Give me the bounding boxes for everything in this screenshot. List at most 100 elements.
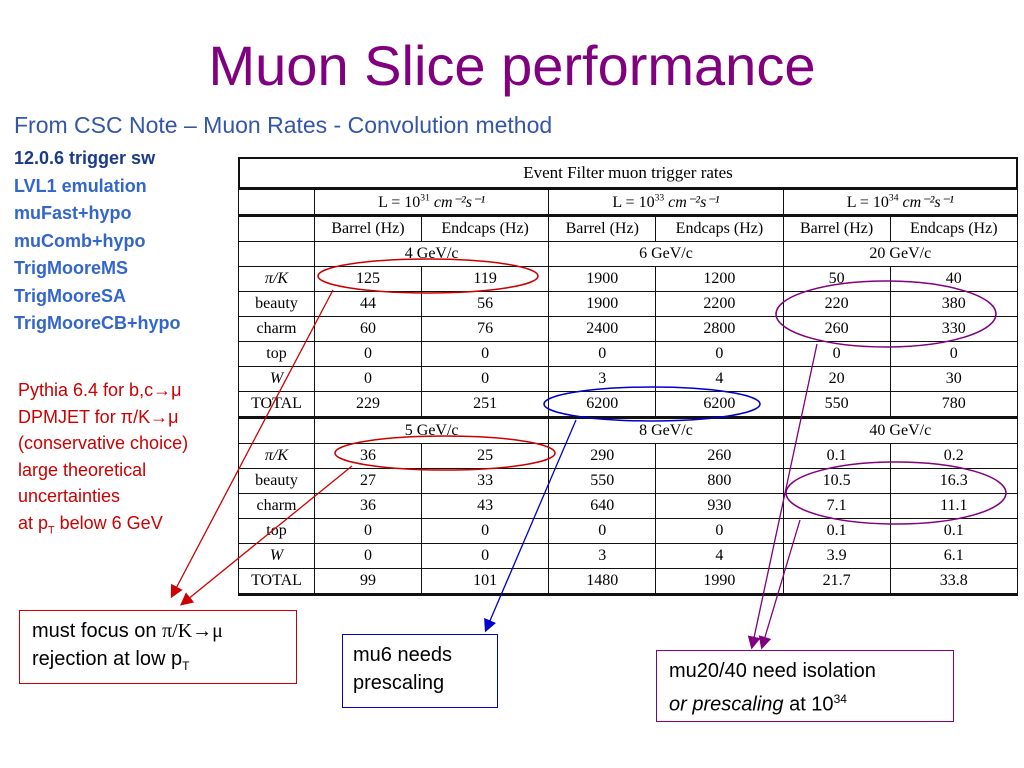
corner-cell [238,241,315,267]
subheader-cell: Endcaps (Hz) [420,215,550,242]
rate-cell: 21.7 [782,568,891,596]
sw-line: muFast+hypo [14,203,132,223]
rate-cell: 33 [420,468,550,494]
rate-cell: 380 [889,291,1019,317]
rate-cell: 1990 [655,568,784,596]
pythia-line: large theoretical [18,459,147,480]
pythia-line: (conservative choice) [18,433,189,453]
rate-cell: 780 [889,391,1019,419]
table-caption: Event Filter muon trigger rates [238,157,1018,189]
rate-cell: 3.9 [782,543,891,569]
pythia-note: Pythia 6.4 for b,c→μ DPMJET for π/K→μ (c… [18,377,188,544]
pi-k-mu-symbol: π/K→μ [162,620,223,642]
row-label: charm [238,493,315,519]
rate-cell: 2800 [655,316,784,342]
lumi-header: L = 1034 cm⁻²s⁻¹ [782,189,1019,217]
rate-cell: 50 [782,266,891,292]
rate-cell: 0.1 [782,443,891,469]
rate-cell: 7.1 [782,493,891,519]
table-row: TOTAL 99 101 1480 1990 21.7 33.8 [238,568,1019,596]
rate-cell: 0.1 [889,518,1019,544]
rate-cell: 290 [548,443,657,469]
rate-cell: 0 [314,341,422,367]
lumi-header-row: L = 1031 cm⁻²s⁻¹ L = 1033 cm⁻²s⁻¹ L = 10… [238,189,1019,217]
rate-cell: 0 [314,543,422,569]
subheader-cell: Endcaps (Hz) [889,215,1019,242]
sw-line: LVL1 emulation [14,175,147,196]
table-row: beauty 44 56 1900 2200 220 380 [238,291,1019,317]
rate-cell: 16.3 [889,468,1019,494]
table-row: beauty 27 33 550 800 10.5 16.3 [238,468,1019,494]
row-label: TOTAL [238,391,315,419]
rate-cell: 1900 [548,266,657,292]
row-label: beauty [238,291,315,317]
rate-cell: 101 [420,568,550,596]
table-row: W 0 0 3 4 3.9 6.1 [238,543,1019,569]
row-label: TOTAL [238,568,315,596]
row-label: top [238,341,315,367]
rate-cell: 76 [420,316,550,342]
rate-cell: 3 [548,543,657,569]
rate-cell: 0.1 [782,518,891,544]
sw-line: TrigMooreMS [14,258,129,278]
subheader-cell: Barrel (Hz) [548,215,657,242]
table-row: top 0 0 0 0 0.1 0.1 [238,518,1019,544]
rate-cell: 33.8 [889,568,1019,596]
rate-cell: 260 [782,316,891,342]
rate-cell: 0 [889,341,1019,367]
table-row: TOTAL 229 251 6200 6200 550 780 [238,391,1019,419]
rate-cell: 119 [420,266,550,292]
table-row: charm 36 43 640 930 7.1 11.1 [238,493,1019,519]
trigger-sw-list: 12.0.6 trigger sw LVL1 emulation muFast+… [14,145,181,338]
rate-cell: 6200 [655,391,784,419]
rate-cell: 30 [889,366,1019,392]
rate-cell: 229 [314,391,422,419]
rate-cell: 6200 [548,391,657,419]
rate-cell: 11.1 [889,493,1019,519]
rate-cell: 0 [420,518,550,544]
pythia-line-pt: at pT below 6 GeV [18,512,163,537]
threshold-cell: 8 GeV/c [548,417,784,444]
rate-cell: 2400 [548,316,657,342]
rate-cell: 56 [420,291,550,317]
rates-table: L = 1031 cm⁻²s⁻¹ L = 1033 cm⁻²s⁻¹ L = 10… [238,189,1019,596]
pi-k-rejection-callout: must focus on π/K→μ rejection at low pT [19,610,297,684]
rate-cell: 1900 [548,291,657,317]
corner-cell [238,417,315,444]
threshold-row: 4 GeV/c 6 GeV/c 20 GeV/c [238,241,1019,267]
row-label: π/K [238,443,315,469]
pythia-line: uncertainties [18,486,121,506]
rate-cell: 4 [655,543,784,569]
lumi-header: L = 1033 cm⁻²s⁻¹ [548,189,784,217]
rate-cell: 40 [889,266,1019,292]
threshold-cell: 4 GeV/c [313,241,550,267]
rate-cell: 36 [314,493,422,519]
bottom-rows: π/K 36 25 290 260 0.1 0.2 beauty 27 33 550 800 10.5 1… [238,443,1019,596]
mu20-40-isolation-callout: mu20/40 need isolation or prescaling at … [656,650,954,722]
rate-cell: 125 [314,266,422,292]
rate-cell: 0 [655,341,784,367]
rate-cell: 43 [420,493,550,519]
rate-cell: 20 [782,366,891,392]
top-rows: π/K 125 119 1900 1200 50 40 beauty 44 56 1900 2200 2… [238,266,1019,419]
rate-cell: 4 [655,366,784,392]
rate-cell: 6.1 [889,543,1019,569]
pythia-line: DPMJET for π/K→μ [18,406,179,427]
rate-cell: 0 [420,543,550,569]
subheader-row: Barrel (Hz) Endcaps (Hz) Barrel (Hz) End… [238,215,1019,242]
rate-cell: 60 [314,316,422,342]
threshold-row: 5 GeV/c 8 GeV/c 40 GeV/c [238,417,1019,444]
row-label: top [238,518,315,544]
rate-cell: 0 [655,518,784,544]
slide-title: Muon Slice performance [208,34,816,97]
threshold-cell: 5 GeV/c [313,417,550,444]
rate-cell: 550 [548,468,657,494]
rate-cell: 800 [655,468,784,494]
sw-line: TrigMooreSA [14,285,127,306]
rate-cell: 550 [782,391,891,419]
rate-cell: 640 [548,493,657,519]
subheader-cell: Barrel (Hz) [782,215,891,242]
rate-cell: 1480 [548,568,657,596]
rate-cell: 10.5 [782,468,891,494]
subheader-cell: Endcaps (Hz) [655,215,784,242]
